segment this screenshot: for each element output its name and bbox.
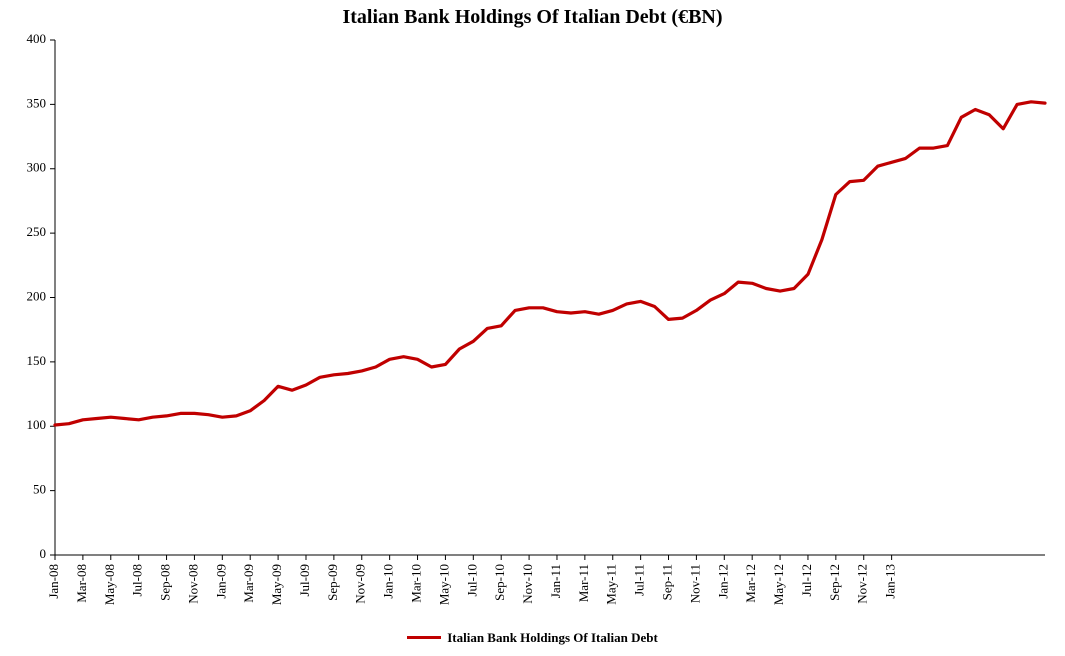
x-tick-label: May-09 xyxy=(269,564,284,605)
x-tick-label: Sep-10 xyxy=(492,564,507,601)
legend-label: Italian Bank Holdings Of Italian Debt xyxy=(447,630,658,646)
chart-container: Italian Bank Holdings Of Italian Debt (€… xyxy=(0,0,1065,656)
x-tick-label: May-12 xyxy=(771,564,786,605)
y-tick-label: 150 xyxy=(27,353,47,368)
y-tick-label: 250 xyxy=(27,224,47,239)
chart-plot: 0 50 100 150 200 250 300 350 400 Jan-08 Mar-08 May-… xyxy=(0,0,1065,656)
x-tick-label: Mar-12 xyxy=(743,564,758,603)
x-tick-label: May-11 xyxy=(604,564,619,605)
y-tick-label: 400 xyxy=(27,31,47,46)
y-tick-label: 50 xyxy=(33,482,46,497)
x-tick-label: Jul-09 xyxy=(297,564,312,597)
x-tick-label: Mar-09 xyxy=(241,564,256,603)
y-tick-label: 350 xyxy=(27,95,47,110)
x-tick-label: May-10 xyxy=(436,564,451,605)
x-tick-label: Nov-12 xyxy=(855,564,870,604)
x-tick-label: Sep-08 xyxy=(158,564,173,601)
x-tick-label: Sep-09 xyxy=(325,564,340,601)
x-tick-label: Jan-11 xyxy=(548,564,563,598)
x-tick-label: Jan-12 xyxy=(715,564,730,599)
x-tick-label: Jul-08 xyxy=(130,564,145,597)
x-tick-label: Mar-10 xyxy=(409,564,424,603)
x-tick-label: Jul-11 xyxy=(632,564,647,596)
x-tick-label: Jul-12 xyxy=(799,564,814,597)
x-tick-label: Sep-11 xyxy=(660,564,675,600)
x-tick-label: Nov-09 xyxy=(353,564,368,604)
x-tick-label: Jan-13 xyxy=(883,564,898,599)
x-tick-label: Jul-10 xyxy=(464,564,479,597)
legend-item: Italian Bank Holdings Of Italian Debt xyxy=(407,630,658,646)
series-line xyxy=(55,102,1045,425)
x-tick-label: Nov-11 xyxy=(687,564,702,603)
x-tick-label: Jan-09 xyxy=(213,564,228,599)
y-tick-label: 200 xyxy=(27,288,47,303)
x-tick-label: Nov-08 xyxy=(185,564,200,604)
x-tick-label: May-08 xyxy=(102,564,117,605)
x-tick-label: Mar-08 xyxy=(74,564,89,603)
y-tick-label: 100 xyxy=(27,417,47,432)
y-tick-label: 300 xyxy=(27,160,47,175)
x-tick-label: Sep-12 xyxy=(827,564,842,601)
x-tick-label: Nov-10 xyxy=(520,564,535,604)
y-tick-label: 0 xyxy=(40,546,47,561)
x-tick-label: Jan-08 xyxy=(46,564,61,599)
x-tick-label: Jan-10 xyxy=(381,564,396,599)
x-tick-label: Mar-11 xyxy=(576,564,591,602)
legend: Italian Bank Holdings Of Italian Debt xyxy=(0,626,1065,646)
legend-swatch xyxy=(407,636,441,639)
